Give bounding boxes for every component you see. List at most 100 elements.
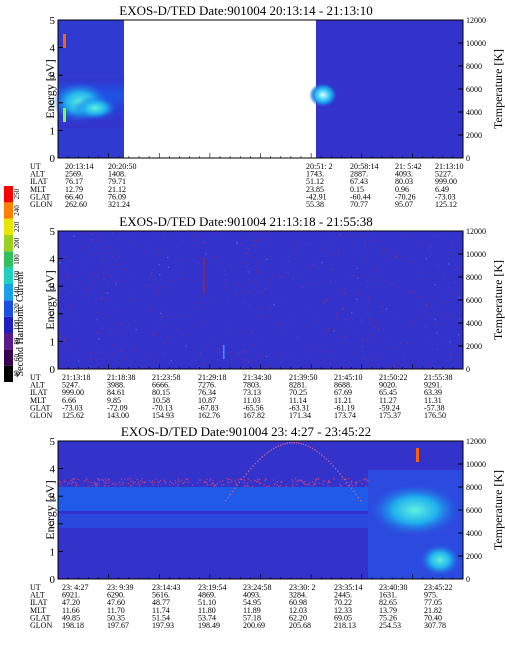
table-cell: 12.79	[65, 185, 83, 194]
table-cell: 975.	[424, 591, 438, 600]
table-cell: 8281.	[289, 381, 307, 390]
y2-axis-tick-label: 0	[466, 365, 470, 374]
table-cell: 76.34	[198, 388, 216, 397]
table-cell: 12.03	[289, 606, 307, 615]
table-cell: 9020.	[379, 381, 397, 390]
table-cell: 70.22	[334, 598, 352, 607]
colorbar-tick-label: 40	[13, 370, 21, 378]
table-cell: 80.15	[152, 388, 170, 397]
panel-3-hot-right	[370, 484, 460, 536]
table-cell: 6290.	[107, 591, 125, 600]
y2-axis-tick-label: 12000	[466, 227, 486, 236]
table-cell: 55.38	[306, 200, 324, 209]
table-cell: 4869.	[198, 591, 216, 600]
table-cell: 67.43	[350, 177, 368, 186]
table-row-label: UT	[30, 373, 41, 382]
y-axis-tick-label: 3	[50, 70, 56, 82]
colorbar-swatch	[4, 349, 13, 366]
y2-axis-tick-label: 2000	[466, 552, 482, 561]
panel-3-red-spot	[416, 448, 419, 462]
table-cell: -72.09	[107, 403, 128, 412]
table-cell: 2887.	[350, 170, 368, 179]
table-row-label: GLON	[30, 200, 52, 209]
table-cell: 999.00	[435, 177, 457, 186]
table-cell: 20:58:14	[350, 162, 378, 171]
table-row-label: MLT	[30, 396, 46, 405]
table-cell: 3988.	[107, 381, 125, 390]
y-axis-tick-label: 5	[50, 15, 56, 27]
table-cell: 82.65	[379, 598, 397, 607]
table-cell: 76.09	[108, 192, 126, 201]
table-cell: 5227.	[435, 170, 453, 179]
table-cell: 69.05	[334, 613, 352, 622]
colorbar-swatch	[4, 202, 13, 219]
colorbar-tick-label: 220	[13, 221, 21, 232]
y-axis-tick-label: 5	[50, 226, 56, 238]
y2-axis-tick-label: 8000	[466, 273, 482, 282]
table-cell: 11.03	[243, 396, 261, 405]
y-axis-tick-label: 4	[50, 464, 56, 476]
colorbar-tick-label: 250	[13, 188, 21, 199]
colorbar-tick-label: 120	[13, 303, 21, 314]
table-cell: 21:13:18	[62, 373, 90, 382]
table-cell: 66.40	[65, 192, 83, 201]
table-cell: 21:55:38	[424, 373, 452, 382]
table-cell: 21:29:18	[198, 373, 226, 382]
colorbar-swatch	[4, 251, 13, 268]
colorbar-swatch	[4, 365, 13, 382]
colorbar-tick-label: 60	[13, 354, 21, 362]
table-cell: 1631.	[379, 591, 397, 600]
colorbar-swatch	[4, 300, 13, 317]
table-cell: -57.38	[424, 403, 445, 412]
table-cell: 9.85	[107, 396, 121, 405]
panel-3-band-upper	[58, 487, 368, 511]
table-cell: 49.85	[62, 613, 80, 622]
table-cell: 23:14:43	[152, 583, 180, 592]
table-cell: 218.13	[334, 621, 356, 630]
table-cell: 23:30: 2	[289, 583, 315, 592]
table-cell: 11.80	[198, 606, 216, 615]
table-cell: 23: 9:39	[107, 583, 133, 592]
table-cell: 12.33	[334, 606, 352, 615]
table-cell: 65.45	[379, 388, 397, 397]
table-cell: -61.19	[334, 403, 355, 412]
table-cell: 321.24	[108, 200, 130, 209]
panel-3-ylabel: Energy [eV]	[43, 480, 57, 539]
table-cell: -73.03	[435, 192, 456, 201]
table-cell: 57.18	[243, 613, 261, 622]
colorbar-swatch	[4, 267, 13, 284]
colorbar-swatch	[4, 235, 13, 252]
panel-1-data-gap	[124, 20, 316, 158]
table-cell: 3284.	[289, 591, 307, 600]
table-cell: 4093.	[395, 170, 413, 179]
table-row-label: ILAT	[30, 177, 47, 186]
panel-1: EXOS-D/TED Date:901004 20:13:14 - 21:13:…	[30, 3, 505, 209]
table-cell: 11.21	[334, 396, 352, 405]
table-cell: 5247.	[62, 381, 80, 390]
colorbar-tick-label: 140	[13, 286, 21, 297]
table-cell: 48.77	[152, 598, 170, 607]
table-cell: 9291.	[424, 381, 442, 390]
table-cell: 176.50	[424, 411, 446, 420]
table-cell: 11.89	[243, 606, 261, 615]
table-row-label: MLT	[30, 185, 46, 194]
table-cell: 198.18	[62, 621, 84, 630]
y-axis-tick-label: 3	[50, 281, 56, 293]
table-cell: 262.60	[65, 200, 87, 209]
table-cell: 67.69	[334, 388, 352, 397]
table-cell: 11.74	[152, 606, 170, 615]
table-cell: 62.20	[289, 613, 307, 622]
y2-axis-tick-label: 12000	[466, 16, 486, 25]
colorbar-swatch	[4, 316, 13, 333]
table-cell: 198.49	[198, 621, 220, 630]
colorbar-tick-label: 240	[13, 205, 21, 216]
y2-axis-tick-label: 10000	[466, 250, 486, 259]
y-axis-tick-label: 2	[50, 309, 56, 321]
table-cell: 20:13:14	[65, 162, 93, 171]
table-cell: 1408.	[108, 170, 126, 179]
table-cell: -70.13	[152, 403, 173, 412]
table-cell: 254.53	[379, 621, 401, 630]
y2-axis-tick-label: 10000	[466, 39, 486, 48]
table-row-label: GLAT	[30, 613, 51, 622]
